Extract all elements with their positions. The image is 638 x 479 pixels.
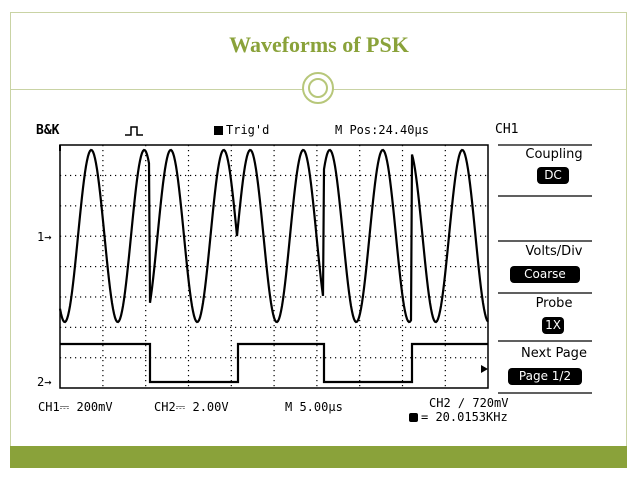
trigger-icon bbox=[214, 126, 223, 135]
pulse-icon bbox=[125, 126, 143, 136]
slide-title: Waveforms of PSK bbox=[229, 32, 409, 57]
timebase: M 5.00µs bbox=[285, 400, 343, 414]
ch2-scale: CH2⎓ 2.00V bbox=[154, 400, 229, 414]
probe-label: Probe bbox=[535, 296, 573, 311]
ch2-ground-marker: 2→ bbox=[37, 375, 52, 389]
psk-waveform-trace bbox=[58, 148, 489, 324]
coupling-value[interactable]: DC bbox=[537, 167, 569, 184]
grid-frame bbox=[59, 144, 489, 389]
trigger-source-level: CH2 ∕ 720mV bbox=[429, 396, 509, 410]
ch1-ground-marker: 1→ bbox=[37, 230, 52, 244]
volts-div-label: Volts/Div bbox=[525, 244, 583, 259]
horizontal-position: M Pos:24.40µs bbox=[335, 123, 429, 137]
digital-data-trace bbox=[60, 342, 488, 384]
frequency-icon bbox=[409, 413, 418, 422]
volts-div-value[interactable]: Coarse bbox=[510, 266, 580, 283]
next-page-button[interactable]: Page 1/2 bbox=[508, 368, 582, 385]
brand-label: B&K bbox=[36, 123, 60, 138]
next-page-label: Next Page bbox=[521, 346, 587, 361]
oscilloscope-screen: B&K Trig'd M Pos:24.40µs CH1 Coupling DC… bbox=[32, 118, 610, 446]
grid-dots bbox=[60, 145, 487, 387]
slide-footer-band bbox=[10, 446, 627, 468]
divider-ring-ornament bbox=[302, 72, 334, 104]
trigger-status-label: Trig'd bbox=[226, 123, 270, 137]
trigger-level-marker bbox=[481, 365, 488, 373]
scope-graphics bbox=[58, 126, 592, 394]
coupling-label: Coupling bbox=[525, 147, 583, 162]
channel-label: CH1 bbox=[495, 122, 519, 137]
ch1-scale: CH1⎓ 200mV bbox=[38, 400, 113, 414]
frequency-value: = 20.0153KHz bbox=[421, 410, 508, 424]
trigger-status: Trig'd bbox=[214, 124, 269, 136]
frequency-readout: = 20.0153KHz bbox=[409, 411, 508, 423]
probe-value[interactable]: 1X bbox=[542, 317, 564, 334]
